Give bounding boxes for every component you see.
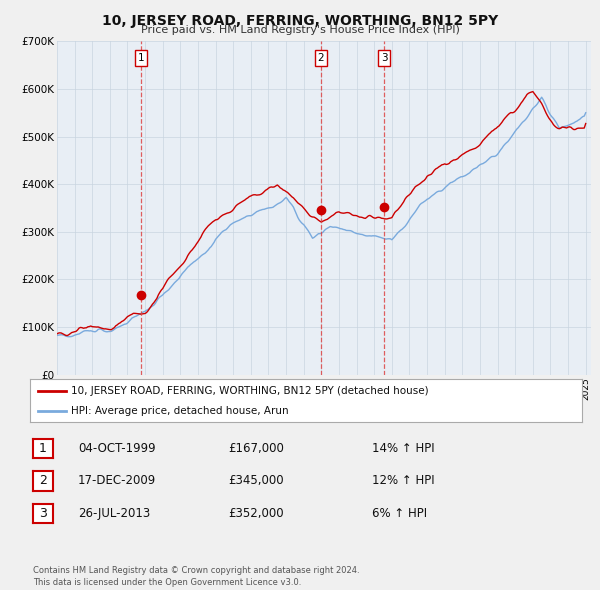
Text: 26-JUL-2013: 26-JUL-2013 (78, 507, 150, 520)
Text: 3: 3 (39, 507, 47, 520)
Text: £345,000: £345,000 (228, 474, 284, 487)
Text: 12% ↑ HPI: 12% ↑ HPI (372, 474, 434, 487)
Text: 14% ↑ HPI: 14% ↑ HPI (372, 442, 434, 455)
Text: Price paid vs. HM Land Registry's House Price Index (HPI): Price paid vs. HM Land Registry's House … (140, 25, 460, 35)
Text: 2: 2 (317, 53, 324, 63)
Text: 10, JERSEY ROAD, FERRING, WORTHING, BN12 5PY: 10, JERSEY ROAD, FERRING, WORTHING, BN12… (102, 14, 498, 28)
Text: 17-DEC-2009: 17-DEC-2009 (78, 474, 156, 487)
Text: 1: 1 (137, 53, 144, 63)
Text: £352,000: £352,000 (228, 507, 284, 520)
Text: Contains HM Land Registry data © Crown copyright and database right 2024.
This d: Contains HM Land Registry data © Crown c… (33, 566, 359, 587)
Text: 6% ↑ HPI: 6% ↑ HPI (372, 507, 427, 520)
Text: £167,000: £167,000 (228, 442, 284, 455)
Text: 3: 3 (381, 53, 388, 63)
Text: 04-OCT-1999: 04-OCT-1999 (78, 442, 155, 455)
Text: HPI: Average price, detached house, Arun: HPI: Average price, detached house, Arun (71, 407, 289, 416)
Text: 10, JERSEY ROAD, FERRING, WORTHING, BN12 5PY (detached house): 10, JERSEY ROAD, FERRING, WORTHING, BN12… (71, 386, 429, 396)
Text: 2: 2 (39, 474, 47, 487)
Text: 1: 1 (39, 442, 47, 455)
